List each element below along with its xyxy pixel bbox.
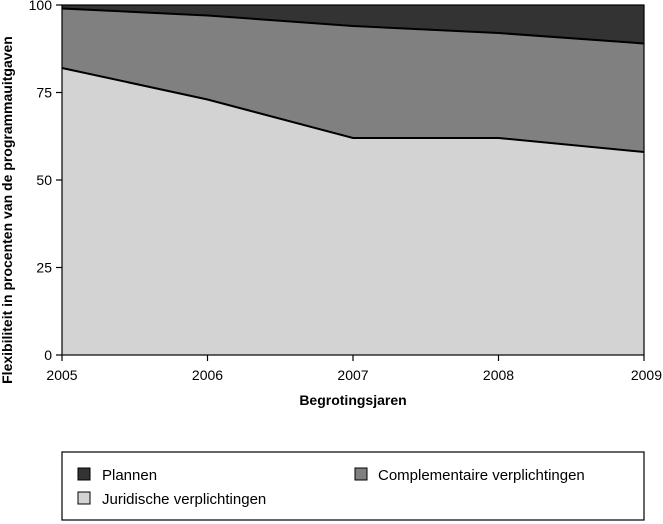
y-tick-label: 50 (36, 172, 52, 188)
area-layers (62, 5, 644, 355)
x-axis-title: Begrotingsjaren (299, 392, 406, 408)
boundary-line-complementaire-verplichtingen (61, 7, 645, 45)
y-tick-label: 25 (36, 260, 52, 276)
x-axis: 2005 2006 2007 2008 2009 (46, 355, 662, 383)
y-tick-label: 75 (36, 85, 52, 101)
series-lines (61, 7, 645, 153)
x-tick-label: 2006 (192, 367, 223, 383)
x-tick-label: 2005 (46, 367, 77, 383)
area-juridische-verplichtingen (62, 68, 644, 355)
legend-swatch-juridische (77, 491, 91, 505)
x-tick-label: 2009 (631, 367, 662, 383)
legend-item-plannen: Plannen (77, 467, 157, 484)
area-complementaire-verplichtingen (62, 8, 644, 152)
y-axis-title: Flexibiliteit in procenten van de progra… (0, 36, 15, 384)
y-tick-label: 100 (29, 0, 53, 13)
legend-item-juridische: Juridische verplichtingen (77, 491, 266, 508)
x-tick-label: 2007 (337, 367, 368, 383)
legend-swatch-plannen (77, 467, 91, 481)
legend-label-juridische: Juridische verplichtingen (102, 491, 266, 508)
boundary-line-juridische-verplichtingen (61, 67, 645, 153)
x-tick-label: 2008 (483, 367, 514, 383)
legend-box (61, 451, 645, 521)
legend-label-plannen: Plannen (102, 467, 157, 484)
y-axis: 0 25 50 75 100 (29, 0, 62, 363)
legend-item-complementaire: Complementaire verplichtingen (354, 467, 585, 484)
y-tick-label: 0 (44, 347, 52, 363)
legend-label-complementaire: Complementaire verplichtingen (378, 467, 585, 484)
legend-swatch-complementaire (354, 467, 368, 481)
